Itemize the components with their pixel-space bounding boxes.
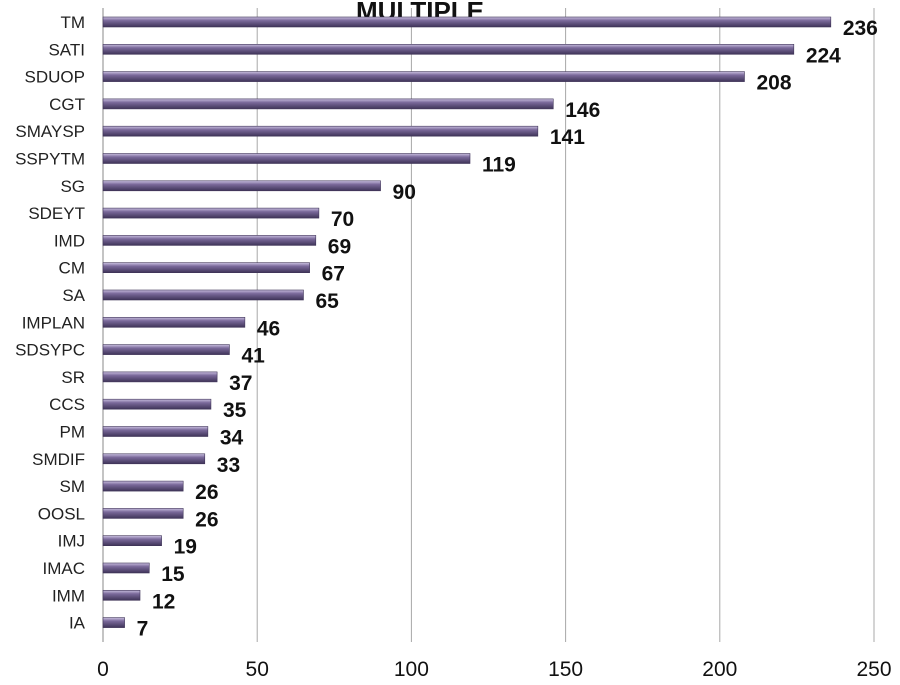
bar — [102, 453, 206, 465]
category-label: IMAC — [43, 559, 86, 578]
bar — [102, 153, 471, 164]
bar — [102, 207, 320, 219]
data-label: 67 — [322, 263, 345, 286]
x-tick-label: 200 — [702, 658, 737, 681]
category-label: PM — [60, 423, 86, 442]
data-label: 26 — [195, 481, 218, 504]
gridlines — [102, 8, 875, 642]
data-label: 7 — [137, 618, 149, 641]
data-label: 33 — [217, 454, 240, 477]
category-label: SDEYT — [28, 204, 85, 223]
category-label: SA — [62, 286, 85, 305]
category-label: SDUOP — [25, 68, 85, 87]
bar — [102, 589, 141, 601]
bar — [102, 562, 150, 574]
data-label: 41 — [241, 345, 265, 368]
data-label: 12 — [152, 590, 175, 613]
category-label: SDSYPC — [15, 341, 85, 360]
bar — [102, 535, 162, 547]
bar — [102, 235, 317, 246]
category-label: SM — [60, 477, 86, 496]
data-label: 35 — [223, 399, 247, 422]
data-label: 70 — [331, 208, 354, 231]
data-label: 90 — [393, 181, 416, 204]
category-label: IMPLAN — [22, 313, 85, 332]
data-label: 69 — [328, 235, 351, 258]
category-label: CM — [59, 259, 85, 278]
data-label: 46 — [257, 317, 280, 340]
bar — [102, 71, 745, 82]
bars — [102, 16, 832, 628]
data-label: 26 — [195, 508, 218, 531]
bar — [102, 289, 304, 301]
category-label: IMJ — [58, 532, 85, 551]
data-label: 208 — [756, 72, 791, 95]
category-label: SMAYSP — [15, 122, 85, 141]
category-label: SSPYTM — [15, 150, 85, 169]
data-label: 37 — [229, 372, 252, 395]
bar — [102, 125, 539, 137]
category-label: CGT — [49, 95, 85, 114]
bar — [102, 344, 230, 355]
bar — [102, 316, 246, 328]
x-tick-label: 250 — [856, 658, 891, 681]
x-tick-label: 0 — [97, 658, 109, 681]
data-label: 34 — [220, 427, 244, 450]
x-tick-label: 50 — [246, 658, 269, 681]
bar — [102, 98, 554, 110]
data-label: 119 — [482, 154, 516, 177]
category-labels: TM SATI SDUOP CGT SMAYSP SSPYTM SG SDEYT IMD CM SA… — [15, 13, 86, 633]
data-label: 141 — [550, 126, 585, 149]
bar — [102, 617, 125, 628]
bar — [102, 426, 209, 437]
data-label: 146 — [565, 99, 600, 122]
category-label: TM — [60, 13, 85, 32]
bar — [102, 480, 184, 492]
data-label: 15 — [161, 563, 185, 586]
x-tick-label: 150 — [548, 658, 583, 681]
bar — [102, 398, 212, 410]
data-label: 65 — [315, 290, 339, 313]
bar — [102, 508, 184, 519]
data-label: 19 — [174, 536, 197, 559]
category-label: IMD — [54, 231, 85, 250]
category-label: SG — [60, 177, 85, 196]
category-label: IA — [69, 614, 86, 633]
data-label: 224 — [806, 44, 841, 67]
category-label: SMDIF — [32, 450, 85, 469]
bar — [102, 180, 381, 192]
bar — [102, 262, 310, 274]
data-label: 236 — [843, 17, 878, 40]
x-tick-label: 100 — [394, 658, 429, 681]
category-label: IMM — [52, 586, 85, 605]
bar — [102, 43, 795, 55]
category-label: CCS — [49, 395, 85, 414]
x-axis-ticks: 0 50 100 150 200 250 — [97, 658, 891, 681]
bar — [102, 16, 832, 28]
category-label: SATI — [48, 40, 85, 59]
category-label: OOSL — [38, 504, 85, 523]
bar — [102, 371, 218, 383]
category-label: SR — [61, 368, 85, 387]
